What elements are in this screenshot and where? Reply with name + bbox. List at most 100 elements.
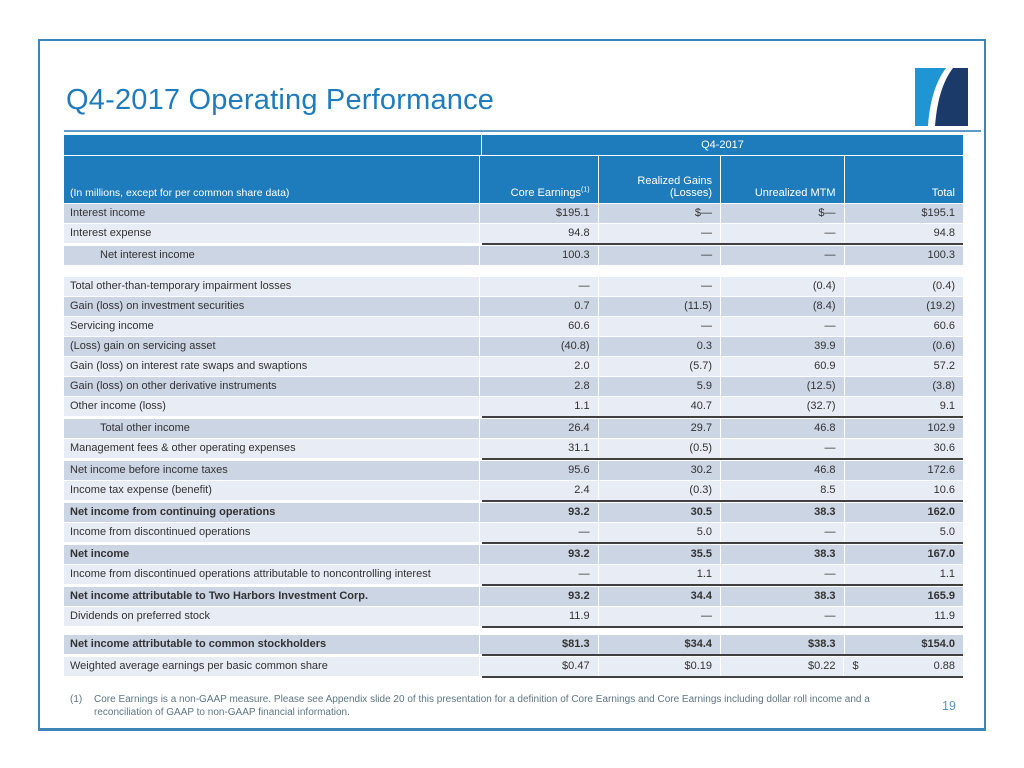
cell-value: (0.5) <box>598 439 721 458</box>
cell-value: (0.4) <box>844 277 963 296</box>
cell-value: 9.1 <box>844 397 963 416</box>
cell-value: 165.9 <box>844 587 963 606</box>
subtotal-rule <box>482 654 963 656</box>
cell-value: — <box>721 246 844 265</box>
table-row: Gain (loss) on other derivative instrume… <box>64 377 963 396</box>
row-gap <box>64 266 963 277</box>
cell-value: 60.6 <box>844 317 963 336</box>
row-label: Total other income <box>64 419 480 438</box>
cell-value: 40.7 <box>598 397 721 416</box>
cell-value: 38.3 <box>721 587 844 606</box>
row-label: Income from discontinued operations <box>64 523 480 542</box>
cell-value: 29.7 <box>598 419 721 438</box>
footnote-marker: (1) <box>70 694 83 705</box>
cell-value: 0.7 <box>480 297 598 316</box>
cell-value: (8.4) <box>721 297 844 316</box>
cell-value: (0.6) <box>844 337 963 356</box>
table-row: Servicing income 60.6— —60.6 <box>64 317 963 336</box>
currency-prefix: $ <box>852 660 859 672</box>
cell-value: 60.6 <box>480 317 598 336</box>
table-row: Net income 93.2 35.5 38.3 167.0 <box>64 545 963 564</box>
cell-value: $— <box>598 204 721 223</box>
cell-value: — <box>480 565 598 584</box>
subtotal-rule <box>482 500 963 502</box>
cell-value: — <box>721 317 844 336</box>
cell-value: 1.1 <box>598 565 721 584</box>
cell-value: (5.7) <box>598 357 721 376</box>
row-label: Servicing income <box>64 317 480 336</box>
subtotal-rule <box>482 458 963 460</box>
cell-value: $34.4 <box>598 635 721 654</box>
column-header-core-earnings: Core Earnings(1) <box>480 156 598 203</box>
cell-value: (11.5) <box>598 297 721 316</box>
table-row: Net income attributable to Two Harbors I… <box>64 587 963 606</box>
cell-value: — <box>480 277 598 296</box>
cell-value: — <box>721 565 844 584</box>
row-label: Net interest income <box>64 246 480 265</box>
quarter-group-header: Q4-2017 <box>482 135 963 155</box>
cell-value: (0.4) <box>721 277 844 296</box>
cell-value: 5.0 <box>844 523 963 542</box>
cell-value: $38.3 <box>721 635 844 654</box>
row-label: Interest income <box>64 204 480 223</box>
footnote-text: Core Earnings is a non-GAAP measure. Ple… <box>94 694 870 718</box>
table-row: Total other-than-temporary impairment lo… <box>64 277 963 296</box>
cell-value: 162.0 <box>844 503 963 522</box>
cell-value: 100.3 <box>480 246 598 265</box>
cell-value: 31.1 <box>480 439 598 458</box>
cell-value: $0.47 <box>480 657 598 676</box>
cell-value: 102.9 <box>844 419 964 438</box>
cell-value: (19.2) <box>844 297 963 316</box>
cell-value: 93.2 <box>480 545 598 564</box>
table-row: Income from discontinued operations —5.0—… <box>64 523 963 542</box>
cell-value: — <box>721 439 844 458</box>
table-row: Net income before income taxes 95.6 30.2 46… <box>64 461 963 480</box>
cell-value: $195.1 <box>480 204 598 223</box>
cell-value: 30.2 <box>598 461 721 480</box>
row-label: Income from discontinued operations attr… <box>64 565 480 584</box>
operating-performance-table: Q4-2017 (In millions, except for per com… <box>64 135 964 679</box>
cell-value: $81.3 <box>480 635 598 654</box>
row-label: Other income (loss) <box>64 397 480 416</box>
table-row: Total other income 26.4 29.7 46.8 102.9 <box>64 419 964 438</box>
row-label: Management fees & other operating expens… <box>64 439 480 458</box>
cell-value: 38.3 <box>721 503 844 522</box>
cell-value: 39.9 <box>721 337 844 356</box>
cell-amount: 0.88 <box>933 660 955 672</box>
cell-value: — <box>598 317 721 336</box>
table-body: Interest income $195.1 $— $— $195.1 Interest … <box>64 204 964 678</box>
subtotal-rule <box>482 626 963 628</box>
table-row: (Loss) gain on servicing asset (40.8) 0.3 3… <box>64 337 963 356</box>
cell-value: 26.4 <box>480 419 598 438</box>
cell-value: — <box>721 523 844 542</box>
cell-value: — <box>480 523 598 542</box>
subtotal-rule <box>482 542 963 544</box>
cell-value: 11.9 <box>480 607 598 626</box>
cell-value: 8.5 <box>721 481 844 500</box>
table-row: Other income (loss) 1.1 40.7 (32.7) 9.1 <box>64 397 963 416</box>
cell-value: 94.8 <box>480 224 598 243</box>
table-group-header-row: Q4-2017 <box>64 135 963 155</box>
cell-value: 100.3 <box>844 246 964 265</box>
row-label: Net income from continuing operations <box>64 503 480 522</box>
row-label: Gain (loss) on investment securities <box>64 297 480 316</box>
table-row: Interest income $195.1 $— $— $195.1 <box>64 204 963 223</box>
cell-value: $0.88 <box>844 657 963 676</box>
cell-value: 5.0 <box>598 523 721 542</box>
cell-value: — <box>721 224 844 243</box>
units-note: (In millions, except for per common shar… <box>64 156 480 203</box>
subtotal-rule <box>482 243 963 245</box>
row-label: Total other-than-temporary impairment lo… <box>64 277 480 296</box>
cell-value: $— <box>721 204 844 223</box>
page-title: Q4-2017 Operating Performance <box>66 84 495 116</box>
table-row: Income from discontinued operations attr… <box>64 565 963 584</box>
cell-value: $154.0 <box>844 635 963 654</box>
table-column-header-row: (In millions, except for per common shar… <box>64 156 963 203</box>
table-row: Net interest income 100.3— —100.3 <box>64 246 964 265</box>
subtotal-rule <box>482 676 963 678</box>
cell-value: (0.3) <box>598 481 721 500</box>
cell-value: 10.6 <box>844 481 963 500</box>
cell-value: 93.2 <box>480 503 598 522</box>
cell-value: — <box>598 277 721 296</box>
cell-value: — <box>598 246 721 265</box>
